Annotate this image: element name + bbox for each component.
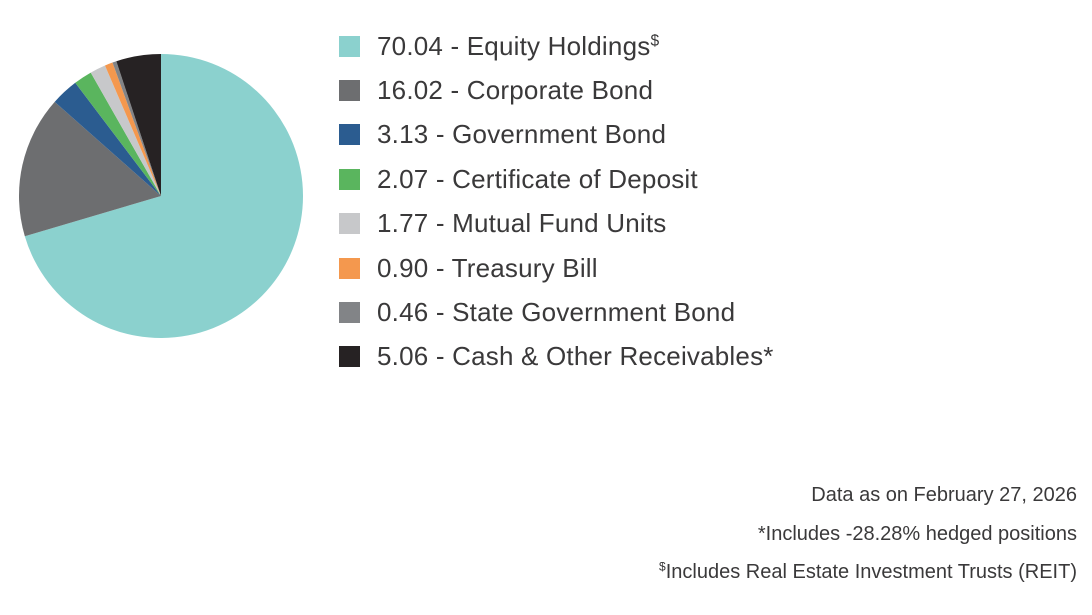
- legend-item-equity-holdings: 70.04 - Equity Holdings$: [339, 24, 774, 68]
- pie-slice-equity-holdings: [24, 54, 303, 338]
- footnotes: Data as on February 27, 2026 *Includes -…: [659, 483, 1077, 599]
- legend-swatch-icon: [339, 346, 360, 368]
- legend-label: 0.90 - Treasury Bill: [377, 252, 598, 283]
- legend-item-corporate-bond: 16.02 - Corporate Bond: [339, 68, 774, 112]
- legend-item-state-government-bond: 0.46 - State Government Bond: [339, 290, 774, 334]
- legend-label: 1.77 - Mutual Fund Units: [377, 208, 667, 239]
- pie-slice-treasury-bill: [104, 62, 161, 196]
- pie-slice-certificate-of-deposit: [75, 72, 161, 196]
- pie-slice-corporate-bond: [18, 101, 161, 237]
- legend-swatch-icon: [339, 257, 360, 279]
- footnote-hedged-positions: *Includes -28.28% hedged positions: [659, 522, 1077, 546]
- pie-slice-government-bond: [54, 82, 162, 196]
- footnote-reit-superscript: $: [659, 559, 666, 574]
- pie-slice-mutual-fund-units: [90, 65, 161, 196]
- legend-swatch-icon: [339, 168, 360, 190]
- legend-swatch-icon: [339, 213, 360, 235]
- pie-chart: [18, 54, 303, 338]
- pie-slice-state-government-bond: [112, 61, 161, 196]
- legend-swatch-icon: [339, 35, 360, 57]
- legend-label-superscript: $: [650, 32, 660, 50]
- legend-item-government-bond: 3.13 - Government Bond: [339, 113, 774, 157]
- footnote-hedged-positions-text: *Includes -28.28% hedged positions: [757, 522, 1077, 545]
- footnote-data-date-text: Data as on February 27, 2026: [811, 484, 1077, 506]
- footnote-data-date: Data as on February 27, 2026: [659, 483, 1077, 507]
- legend-label: 16.02 - Corporate Bond: [377, 75, 654, 106]
- legend-label: 70.04 - Equity Holdings$: [377, 30, 660, 61]
- legend-item-cash-other-receivables: 5.06 - Cash & Other Receivables*: [339, 335, 774, 379]
- legend-swatch-icon: [339, 124, 360, 146]
- legend-label: 5.06 - Cash & Other Receivables*: [377, 341, 774, 372]
- footnote-reit: $Includes Real Estate Investment Trusts …: [659, 560, 1077, 584]
- legend-label: 0.46 - State Government Bond: [377, 297, 736, 328]
- legend-item-mutual-fund-units: 1.77 - Mutual Fund Units: [339, 202, 774, 246]
- footnote-reit-text: Includes Real Estate Investment Trusts (…: [665, 561, 1077, 583]
- legend-item-certificate-of-deposit: 2.07 - Certificate of Deposit: [339, 157, 774, 201]
- legend-swatch-icon: [339, 80, 360, 102]
- legend-label: 3.13 - Government Bond: [377, 119, 667, 150]
- pie-slice-cash-other-receivables: [116, 54, 161, 196]
- legend-item-treasury-bill: 0.90 - Treasury Bill: [339, 246, 774, 290]
- legend-label: 2.07 - Certificate of Deposit: [377, 163, 698, 194]
- legend-swatch-icon: [339, 302, 360, 324]
- pie-chart-svg: [18, 54, 303, 338]
- chart-legend: 70.04 - Equity Holdings$ 16.02 - Corporat…: [339, 24, 774, 379]
